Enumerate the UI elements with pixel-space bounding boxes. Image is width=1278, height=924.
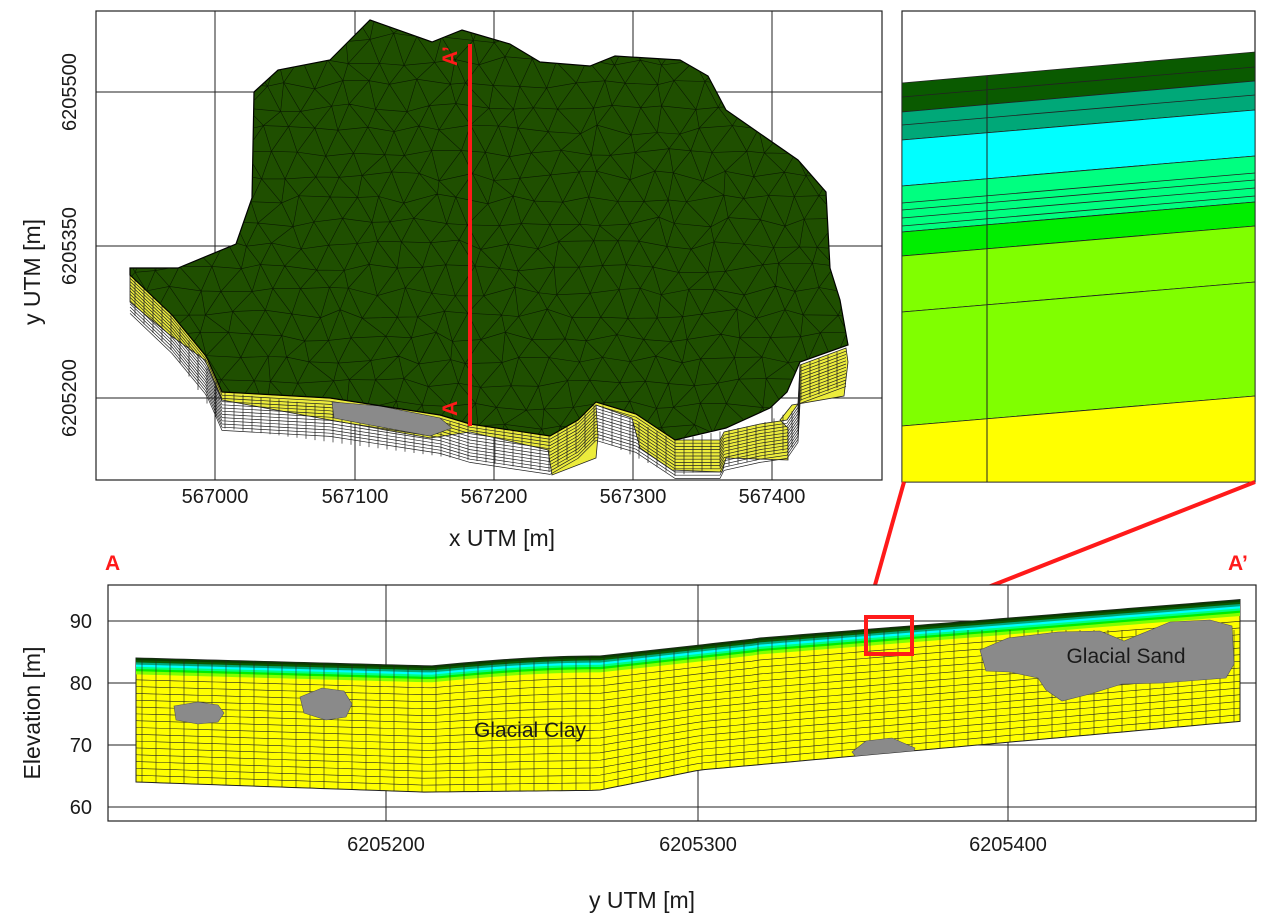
section-y-tick: 80 [70,673,92,695]
plan-x-tick: 567400 [739,486,806,508]
side-layer-line [595,386,847,479]
zoom-box [864,615,914,656]
side-layer-line [129,309,597,472]
plan-x-tick-labels: 567000 567100 567200 567300 567400 [182,486,806,508]
section-top-band [136,606,1240,676]
sand-lens-1 [173,701,225,725]
zoom-layer-line [901,94,1256,126]
section-x-tick: 6205300 [659,834,737,856]
zoom-layer-line [901,187,1256,219]
plan-y-tick: 6205500 [59,53,81,131]
section-y-tick: 70 [70,735,92,757]
zoom-inset-layers [901,51,1256,483]
section-x-tick: 6205400 [969,834,1047,856]
zoom-layer-line [901,179,1256,211]
section-marker-top: A’ [439,46,462,66]
plan-x-tick: 567200 [461,486,528,508]
plan-x-axis-label: x UTM [m] [449,525,555,551]
section-start-label: A [105,552,120,575]
section-mesh-grid [136,620,1240,793]
section-y-tick: 90 [70,611,92,633]
sand-lens-2 [299,687,353,721]
section-y-tick: 60 [70,797,92,819]
section-top-band [136,601,1240,672]
side-layer-line [129,303,597,466]
section-end-label: A’ [1228,552,1248,575]
section-top-band [136,608,1240,678]
side-layer-line [129,306,597,469]
section-top-layers [136,599,1240,683]
side-vertical-ticks [134,279,838,476]
section-top-band [136,604,1240,674]
side-layer-line [129,277,597,440]
section-y-axis-label: Elevation [m] [19,647,45,780]
model-side-layers [129,277,847,479]
side-layer-line [129,300,597,462]
side-layer-line [129,290,597,453]
plan-view-panel: A’ A 567000 567100 567200 567300 567400 … [19,10,883,551]
section-x-tick-labels: 6205200 6205300 6205400 [347,834,1047,856]
side-layer-line [129,313,597,475]
cross-section-panel: Glacial Clay Glacial Sand A A’ 6205200 6… [19,552,1257,913]
glacial-sand-label: Glacial Sand [1066,645,1185,668]
section-top-band [136,612,1240,683]
section-x-tick: 6205200 [347,834,425,856]
zoom-inset-panel [901,10,1256,483]
section-top-band [136,610,1240,681]
side-layer-line [129,287,597,450]
plan-y-tick: 6205350 [59,207,81,285]
glacial-clay-label: Glacial Clay [474,719,587,742]
plan-x-tick: 567000 [182,486,249,508]
plan-y-tick-labels: 6205500 6205350 6205200 [59,53,81,437]
zoom-layer-line [901,195,1256,227]
plan-x-tick: 567100 [322,486,389,508]
side-layer-line [129,297,597,459]
section-x-axis-label: y UTM [m] [589,887,695,913]
plan-y-tick: 6205200 [59,359,81,437]
side-layer-line [129,293,597,456]
side-layer-line [129,281,597,443]
side-layer-line [129,284,597,446]
zoom-layer-line [901,66,1256,98]
zoom-layer-line [901,172,1256,204]
plan-x-tick: 567300 [600,486,667,508]
sand-lens-4 [979,619,1235,702]
section-vertical-lines [141,630,1235,793]
plan-y-axis-label: y UTM [m] [19,219,45,325]
section-marker-bottom: A [439,401,462,416]
section-y-tick-labels: 90 80 70 60 [70,611,92,819]
side-sand-lens [331,401,453,437]
section-top-band [136,599,1240,670]
model-top-surface [129,19,849,441]
